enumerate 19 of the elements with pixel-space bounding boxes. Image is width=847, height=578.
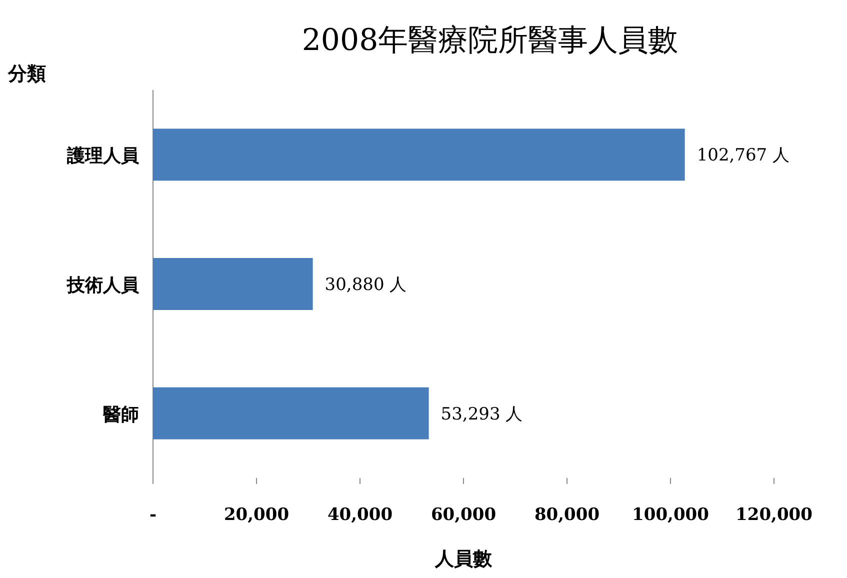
x-tick-label: 120,000: [736, 505, 813, 525]
bar: [153, 387, 429, 440]
y-tick-label: 護理人員: [66, 146, 140, 167]
data-label: 30,880 人: [324, 275, 407, 295]
data-label: 102,767 人: [696, 146, 790, 166]
x-tick-label: 40,000: [327, 505, 393, 525]
x-tick-label: 100,000: [632, 505, 710, 525]
bar: [153, 128, 685, 181]
y-axis-title: 分類: [7, 63, 46, 85]
x-tick-label: -: [149, 505, 157, 525]
data-label: 53,293 人: [440, 404, 523, 424]
x-axis-title: 人員數: [434, 548, 493, 570]
y-tick-label: 醫師: [103, 404, 139, 426]
x-tick-label: 20,000: [224, 505, 290, 525]
x-tick-label: 60,000: [430, 505, 496, 525]
bar: [153, 258, 313, 310]
x-tick-label: 80,000: [534, 505, 600, 525]
y-tick-label: 技術人員: [66, 275, 140, 296]
chart-title: 2008年醫療院所醫事人員數: [302, 23, 678, 58]
